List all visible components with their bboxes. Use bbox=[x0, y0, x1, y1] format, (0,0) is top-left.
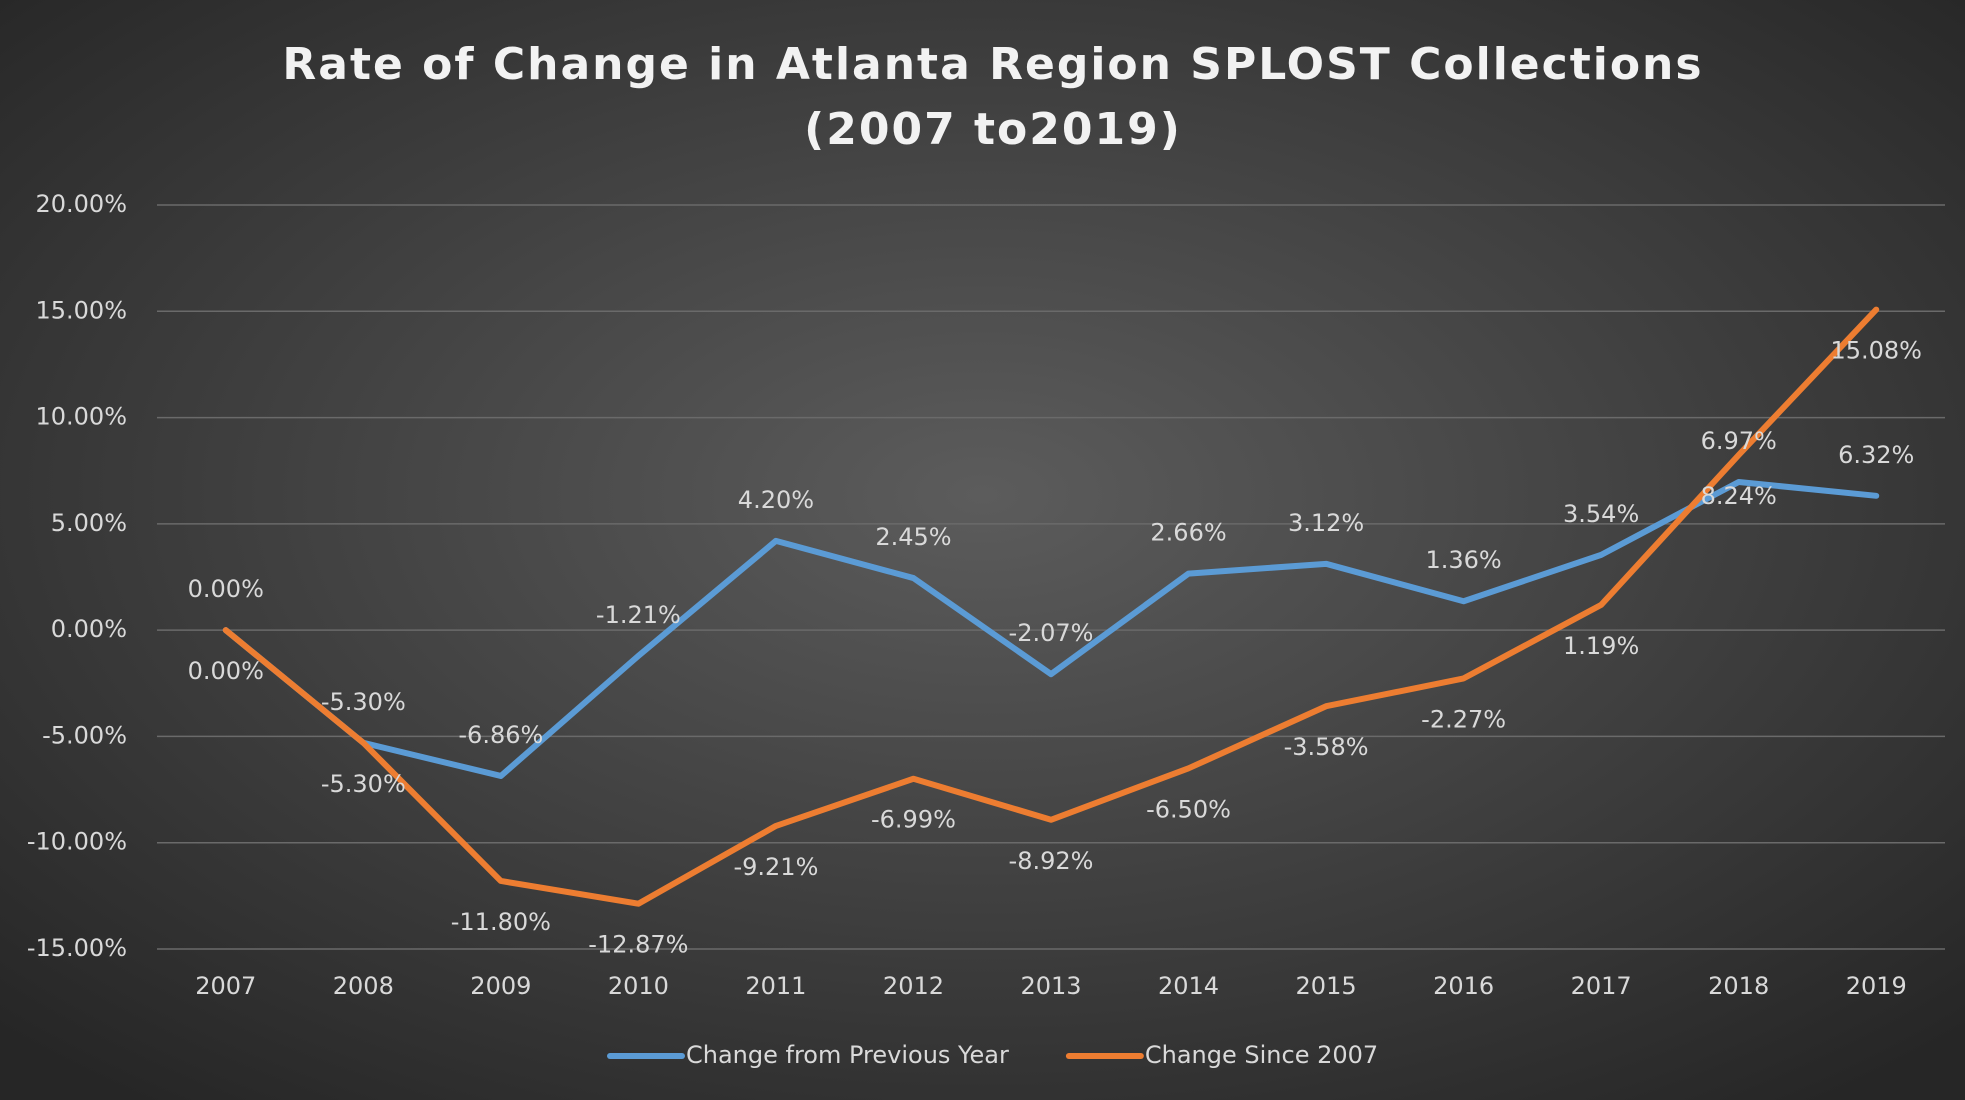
data-line bbox=[222, 478, 1880, 779]
y-tick-label: -5.00% bbox=[42, 721, 127, 749]
data-label: -12.87% bbox=[588, 931, 688, 959]
data-label: 0.00% bbox=[188, 575, 264, 603]
chart-title: (2007 to2019) bbox=[804, 104, 1182, 155]
x-tick-label: 2017 bbox=[1571, 972, 1632, 1000]
data-label: 3.12% bbox=[1288, 509, 1364, 537]
y-tick-label: 0.00% bbox=[51, 615, 127, 643]
y-tick-label: 15.00% bbox=[35, 296, 127, 324]
data-label: 2.66% bbox=[1150, 519, 1226, 547]
data-label: 8.24% bbox=[1701, 482, 1777, 510]
data-label: -2.27% bbox=[1421, 705, 1506, 733]
x-tick-label: 2008 bbox=[333, 972, 394, 1000]
x-tick-label: 2018 bbox=[1708, 972, 1769, 1000]
data-label: -1.21% bbox=[596, 601, 681, 629]
legend-label: Change Since 2007 bbox=[1145, 1041, 1378, 1069]
x-tick-label: 2013 bbox=[1020, 972, 1081, 1000]
x-tick-label: 2016 bbox=[1433, 972, 1494, 1000]
data-label: 1.36% bbox=[1425, 546, 1501, 574]
x-tick-label: 2011 bbox=[745, 972, 806, 1000]
x-tick-label: 2015 bbox=[1296, 972, 1357, 1000]
data-label: 0.00% bbox=[188, 657, 264, 685]
y-tick-label: -10.00% bbox=[27, 828, 127, 856]
data-label: -5.30% bbox=[321, 688, 406, 716]
data-label: 6.97% bbox=[1701, 427, 1777, 455]
data-label: -6.50% bbox=[1146, 795, 1231, 823]
data-label: -2.07% bbox=[1009, 619, 1094, 647]
x-tick-label: 2012 bbox=[883, 972, 944, 1000]
y-tick-label: -15.00% bbox=[27, 934, 127, 962]
data-label: -8.92% bbox=[1009, 847, 1094, 875]
data-label: 15.08% bbox=[1830, 337, 1922, 365]
data-label: 6.32% bbox=[1838, 441, 1914, 469]
data-label: -5.30% bbox=[321, 770, 406, 798]
legend-label: Change from Previous Year bbox=[686, 1041, 1009, 1069]
data-label: -9.21% bbox=[733, 853, 818, 881]
x-tick-label: 2009 bbox=[470, 972, 531, 1000]
x-tick-label: 2014 bbox=[1158, 972, 1219, 1000]
x-tick-label: 2010 bbox=[608, 972, 669, 1000]
chart-title: Rate of Change in Atlanta Region SPLOST … bbox=[282, 39, 1703, 90]
data-label: -3.58% bbox=[1284, 733, 1369, 761]
data-label: 4.20% bbox=[738, 486, 814, 514]
x-tick-label: 2007 bbox=[195, 972, 256, 1000]
data-label: 2.45% bbox=[875, 523, 951, 551]
data-label: -11.80% bbox=[451, 908, 551, 936]
y-tick-label: 20.00% bbox=[35, 190, 127, 218]
y-tick-label: 10.00% bbox=[35, 403, 127, 431]
x-tick-label: 2019 bbox=[1846, 972, 1907, 1000]
data-line bbox=[222, 306, 1880, 907]
data-label: -6.99% bbox=[871, 806, 956, 834]
data-label: 3.54% bbox=[1563, 500, 1639, 528]
y-tick-label: 5.00% bbox=[51, 509, 127, 537]
data-label: 1.19% bbox=[1563, 632, 1639, 660]
data-label: -6.86% bbox=[458, 721, 543, 749]
